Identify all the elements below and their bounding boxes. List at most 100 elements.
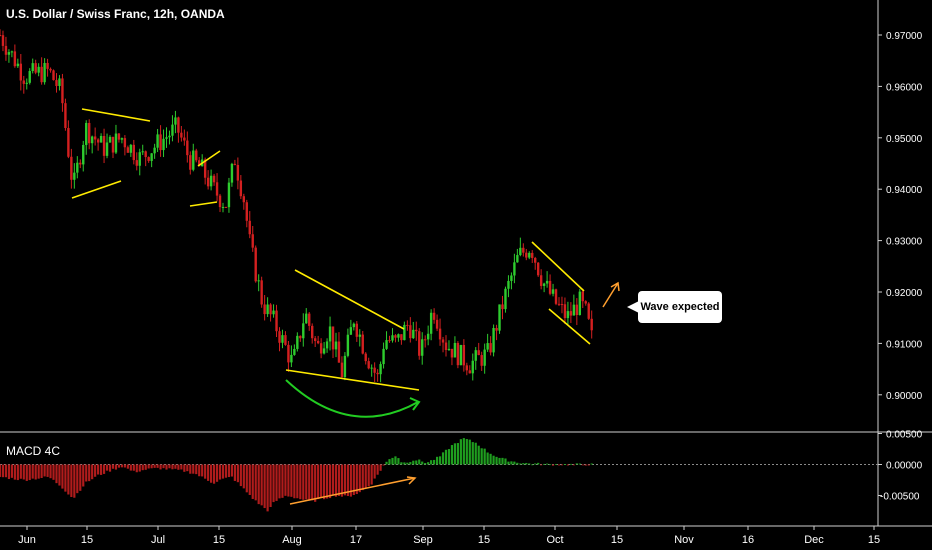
time-axis-label: 15 bbox=[478, 534, 490, 546]
macd-bar-negative bbox=[177, 464, 180, 470]
candle-down bbox=[284, 335, 287, 345]
macd-bar-negative bbox=[227, 464, 231, 478]
macd-bar-negative bbox=[379, 464, 382, 471]
macd-bar-negative bbox=[540, 464, 543, 466]
candle-down bbox=[308, 313, 311, 326]
macd-axis[interactable]: 0.00500 0.00000 -0.00500 bbox=[878, 430, 923, 503]
macd-bar-negative bbox=[198, 464, 201, 477]
macd-bar-negative bbox=[91, 464, 94, 480]
candle-up bbox=[397, 334, 400, 338]
macd-bar-negative bbox=[215, 464, 219, 482]
macd-bar-positive bbox=[441, 452, 445, 465]
candle-up bbox=[7, 52, 11, 55]
candle-down bbox=[525, 252, 528, 258]
time-axis-label: Jun bbox=[18, 534, 36, 546]
candle-up bbox=[290, 354, 293, 363]
candle-up bbox=[168, 135, 171, 138]
macd-bar-negative bbox=[207, 464, 210, 481]
macd-bar-negative bbox=[34, 464, 37, 480]
macd-bar-negative bbox=[263, 464, 266, 509]
candle-down bbox=[215, 182, 219, 196]
macd-bar-negative bbox=[284, 464, 287, 496]
macd-bar-negative bbox=[129, 464, 132, 471]
candle-up bbox=[453, 342, 457, 358]
candle-down bbox=[206, 177, 210, 187]
macd-bar-negative bbox=[343, 464, 347, 496]
macd-bar-positive bbox=[486, 452, 489, 465]
candle-down bbox=[22, 80, 25, 84]
candle-down bbox=[245, 202, 248, 221]
candle-down bbox=[569, 311, 573, 316]
candle-down bbox=[224, 206, 228, 208]
candle-down bbox=[489, 343, 492, 353]
macd-bar-negative bbox=[251, 464, 254, 499]
macd-bar-positive bbox=[489, 453, 492, 465]
candle-down bbox=[388, 340, 391, 342]
macd-bar-negative bbox=[370, 464, 373, 485]
candle-up bbox=[572, 304, 576, 316]
macd-bar-negative bbox=[337, 464, 341, 496]
candle-down bbox=[0, 35, 2, 36]
trendline bbox=[294, 269, 405, 330]
price-axis-label: 0.97000 bbox=[886, 31, 923, 42]
macd-bar-negative bbox=[10, 464, 13, 478]
candle-up bbox=[10, 51, 14, 53]
price-axis[interactable]: 0.97000 0.96000 0.95000 0.94000 0.93000 0.920… bbox=[878, 31, 923, 402]
candle-down bbox=[311, 325, 314, 339]
candle-down bbox=[52, 70, 55, 81]
candle-up bbox=[334, 341, 338, 350]
candle-up bbox=[85, 122, 88, 145]
macd-bar-positive bbox=[534, 463, 537, 465]
candle-up bbox=[31, 63, 34, 72]
macd-bar-negative bbox=[76, 464, 79, 494]
candle-up bbox=[483, 349, 486, 366]
candle-up bbox=[82, 144, 85, 165]
candle-down bbox=[415, 329, 418, 332]
time-axis[interactable]: Jun 15 Jul 15 Aug 17 Sep 15 Oct 15 Nov 16 Dec 15 bbox=[18, 526, 880, 546]
macd-bar-negative bbox=[204, 464, 207, 479]
candle-up bbox=[37, 66, 40, 73]
candle-up bbox=[391, 335, 394, 341]
macd-bar-negative bbox=[352, 464, 355, 496]
macd-bar-negative bbox=[314, 464, 317, 502]
candle-up bbox=[471, 360, 474, 374]
macd-bar-negative bbox=[1, 464, 5, 478]
macd-bar-positive bbox=[462, 438, 465, 465]
macd-bar-negative bbox=[355, 464, 358, 495]
macd-bar-positive bbox=[569, 463, 572, 465]
macd-bar-positive bbox=[447, 449, 451, 465]
candle-down bbox=[159, 134, 162, 151]
candle-up bbox=[325, 341, 329, 349]
macd-bar-negative bbox=[189, 464, 192, 474]
wave-expected-callout: Wave expected bbox=[627, 291, 722, 323]
macd-bar-negative bbox=[311, 464, 314, 501]
macd-bar-negative bbox=[61, 464, 64, 489]
macd-bar-positive bbox=[418, 459, 421, 465]
macd-bar-negative bbox=[293, 464, 296, 499]
macd-bar-negative bbox=[233, 464, 236, 481]
candle-down bbox=[260, 280, 263, 305]
candle-down bbox=[189, 155, 192, 170]
macd-bar-negative bbox=[272, 464, 275, 503]
candle-down bbox=[61, 78, 64, 104]
macd-bar-negative bbox=[278, 464, 281, 499]
candle-up bbox=[421, 339, 424, 356]
candle-down bbox=[584, 301, 587, 304]
macd-bar-positive bbox=[438, 456, 442, 465]
time-axis-label: Sep bbox=[413, 534, 433, 546]
macd-bar-negative bbox=[105, 464, 109, 471]
macd-bar-negative bbox=[120, 464, 124, 468]
candle-down bbox=[254, 247, 257, 282]
candle-down bbox=[195, 150, 198, 161]
macd-bar-positive bbox=[507, 461, 510, 465]
candle-up bbox=[293, 348, 296, 355]
macd-bar-negative bbox=[218, 464, 222, 480]
macd-bar-negative bbox=[192, 464, 195, 474]
macd-bar-negative bbox=[584, 464, 587, 466]
price-candles bbox=[0, 29, 593, 383]
macd-bar-negative bbox=[242, 464, 245, 489]
candle-up bbox=[566, 311, 570, 319]
macd-bar-negative bbox=[147, 464, 150, 469]
macd-bar-negative bbox=[40, 464, 43, 478]
